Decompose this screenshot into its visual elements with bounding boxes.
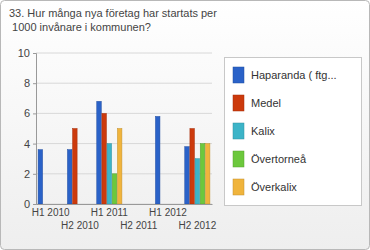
y-tick-label: 6 bbox=[24, 107, 30, 119]
bar bbox=[67, 150, 72, 204]
bar bbox=[97, 101, 102, 204]
bar bbox=[205, 144, 210, 204]
legend-swatch bbox=[233, 123, 244, 139]
y-tick-label: 0 bbox=[24, 198, 30, 210]
y-tick: 8 bbox=[24, 77, 36, 89]
legend-label: Haparanda ( ftg... bbox=[251, 69, 337, 81]
bar bbox=[107, 144, 112, 204]
x-axis-line bbox=[37, 204, 213, 205]
y-tick: 4 bbox=[24, 138, 36, 150]
x-tick: H1 2010 bbox=[32, 204, 70, 218]
y-tick-label: 4 bbox=[24, 138, 30, 150]
chart: 33. Hur många nya företag har startats p… bbox=[0, 0, 370, 250]
y-tick: 10 bbox=[18, 47, 36, 59]
x-tick: H1 2012 bbox=[149, 204, 187, 218]
legend-box bbox=[225, 58, 362, 206]
legend: Haparanda ( ftg... Medel Kalix Övertorneå Öv… bbox=[225, 58, 362, 206]
title: 33. Hur många nya företag har startats p… bbox=[9, 7, 217, 33]
bar bbox=[185, 147, 190, 204]
bar bbox=[195, 159, 200, 204]
grid-line bbox=[36, 53, 212, 54]
x-tick-label: H1 2011 bbox=[91, 207, 129, 218]
y-tick: 2 bbox=[24, 168, 36, 180]
bar bbox=[102, 113, 107, 204]
legend-swatch bbox=[233, 67, 244, 83]
bar bbox=[155, 116, 160, 204]
y-tick-label: 2 bbox=[24, 168, 30, 180]
x-axis: H1 2010 H2 2010 H1 2011 H2 2011 H1 2012 H2 20… bbox=[32, 204, 217, 231]
grid-line bbox=[36, 83, 212, 84]
y-axis-line bbox=[33, 54, 37, 205]
x-tick-label: H2 2012 bbox=[178, 220, 216, 231]
x-tick-label: H1 2010 bbox=[32, 207, 70, 218]
grid-line bbox=[36, 113, 212, 114]
bar bbox=[190, 129, 195, 205]
bar bbox=[38, 150, 43, 204]
y-tick-mark bbox=[33, 144, 36, 145]
bars bbox=[38, 101, 210, 204]
legend-label: Kalix bbox=[251, 125, 275, 137]
legend-swatch bbox=[233, 151, 244, 167]
y-axis: 0 2 4 6 8 10 bbox=[18, 47, 37, 210]
y-tick-mark bbox=[33, 113, 36, 114]
y-tick-label: 8 bbox=[24, 77, 30, 89]
y-tick-label: 10 bbox=[18, 47, 30, 59]
x-tick-label: H1 2012 bbox=[149, 207, 187, 218]
bar bbox=[200, 144, 205, 204]
x-tick-label: H2 2010 bbox=[61, 220, 99, 231]
y-tick-mark bbox=[33, 83, 36, 84]
x-tick-label: H2 2011 bbox=[120, 220, 158, 231]
x-tick: H1 2011 bbox=[91, 204, 129, 218]
legend-swatch bbox=[233, 95, 244, 111]
x-tick: H2 2012 bbox=[178, 204, 216, 231]
y-tick: 6 bbox=[24, 107, 36, 119]
legend-label: Överkalix bbox=[251, 181, 297, 193]
background bbox=[1, 1, 370, 250]
y-tick-mark bbox=[33, 53, 36, 54]
legend-swatch bbox=[233, 179, 244, 195]
bar bbox=[73, 129, 78, 205]
grid-line bbox=[36, 143, 212, 144]
bar bbox=[112, 174, 117, 204]
y-tick-mark bbox=[33, 174, 36, 175]
bar bbox=[117, 129, 122, 205]
legend-label: Medel bbox=[251, 97, 281, 109]
legend-label: Övertorneå bbox=[251, 153, 307, 165]
y-tick-mark bbox=[33, 204, 36, 205]
